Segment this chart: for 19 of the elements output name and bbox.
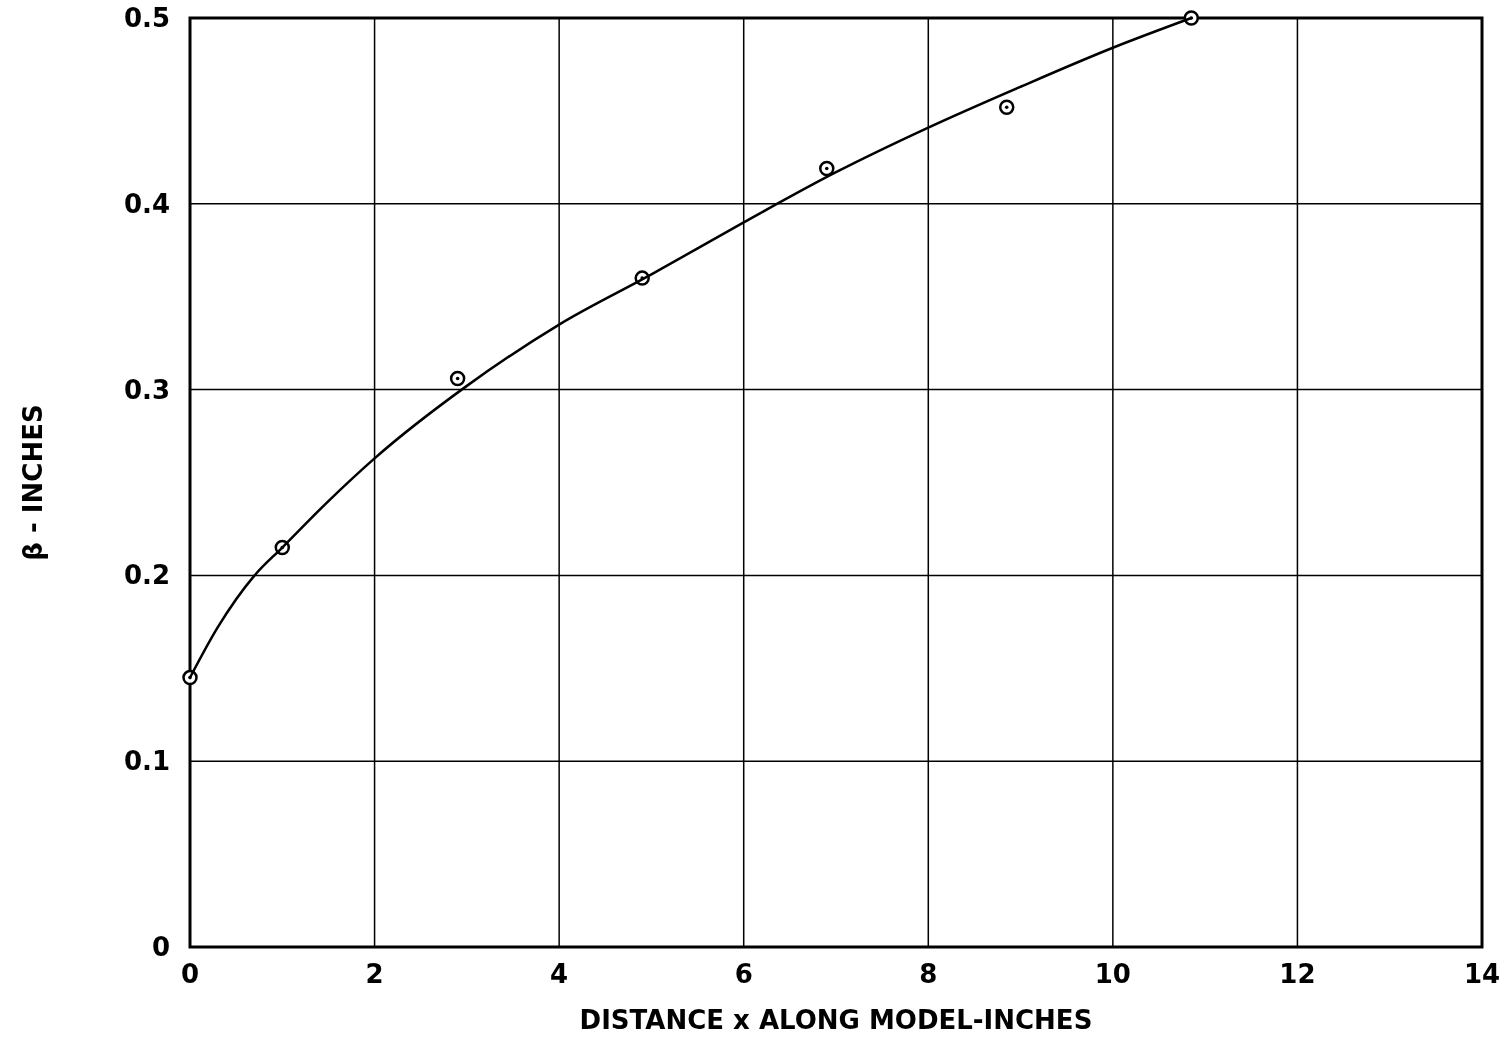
- point: [449, 370, 466, 387]
- y-tick-label: 0.3: [123, 374, 170, 405]
- y-tick-label: 0.2: [123, 560, 170, 591]
- x-tick-label: 8: [919, 959, 938, 989]
- x-tick-label: 14: [1463, 959, 1501, 989]
- point: [819, 160, 835, 177]
- x-tick-label: 12: [1279, 959, 1316, 989]
- x-tick-label: 6: [734, 959, 753, 989]
- x-tick-label: 4: [550, 959, 569, 989]
- y-tick-label: 0.4: [123, 188, 170, 219]
- y-tick-label: 0.1: [123, 746, 170, 777]
- x-tick-label: 2: [365, 959, 384, 989]
- y-tick-label: 0: [151, 932, 170, 962]
- y-tick-label: 0.5: [123, 3, 170, 33]
- x-tick-label: 10: [1094, 959, 1131, 989]
- x-tick-label: 0: [180, 959, 200, 989]
- y-axis-title: β - INCHES: [18, 404, 48, 561]
- x-axis-title: DISTANCE x ALONG MODEL-INCHES: [579, 1005, 1093, 1035]
- point: [998, 99, 1015, 115]
